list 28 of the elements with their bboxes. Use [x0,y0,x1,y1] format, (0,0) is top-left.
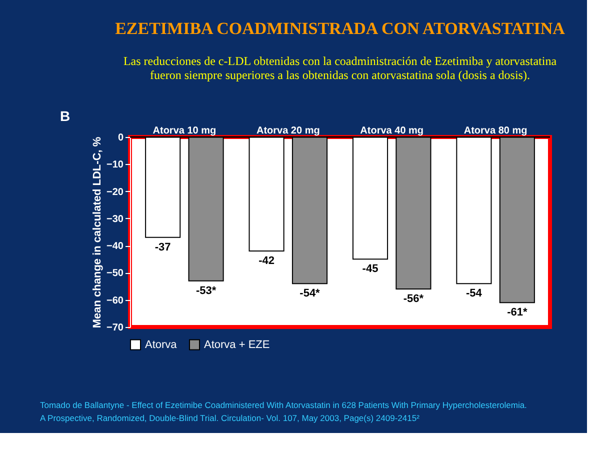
data-label: -54* [300,288,321,300]
text: B [60,108,70,124]
data-label: -56* [403,293,424,305]
x-tick-label: Atorva 40 mg [360,126,424,136]
data-label: -37 [154,241,171,254]
x-tick-label: Atorva 20 mg [256,126,320,136]
y-tick-label: 0 [118,132,124,144]
y-tick-label: −60 [106,295,124,306]
chart-title: EZETIMIBA COADMINISTRADA CON ATORVASTATINA [115,19,566,38]
chart-subtitle: Las reducciones de c-LDL obtenidas con la coadministración de Ezetimiba y atorvastatina fueron siempre superiores a las obtenidas con atorvastatina sola (dosis a dosis). [123,54,558,82]
y-tick-label: −50 [106,268,124,280]
data-label: -42 [258,255,274,267]
text: A Prospective, Randomized, Double-Blind Trial. Circulation- Vol. 107, May 2003, Page(s) 2409-2415² [40,413,420,423]
x-tick-label: Atorva 80 mg [464,126,528,136]
legend-label: Atorva + EZE [204,338,270,351]
x-tick-label: Atorva 10 mg [152,126,216,136]
y-tick-label: −10 [106,160,124,171]
legend-label: Atorva [145,338,178,351]
y-axis-title: Mean change in calculated LDL-C, % [92,136,104,328]
y-tick-label: −30 [106,214,124,225]
y-tick-label: −40 [106,241,124,252]
data-label: -54 [466,288,483,300]
data-label: -61* [507,306,528,319]
data-label: -53* [196,284,217,297]
data-label: -45 [362,263,378,276]
y-tick-label: −20 [106,186,124,198]
y-tick-label: −70 [106,322,124,334]
text: Tomado de Ballantyne - Effect of Ezetimibe Coadministered With Atorvastatin in 628 Patients With Primary Hypercholesterolemia. [40,400,527,410]
